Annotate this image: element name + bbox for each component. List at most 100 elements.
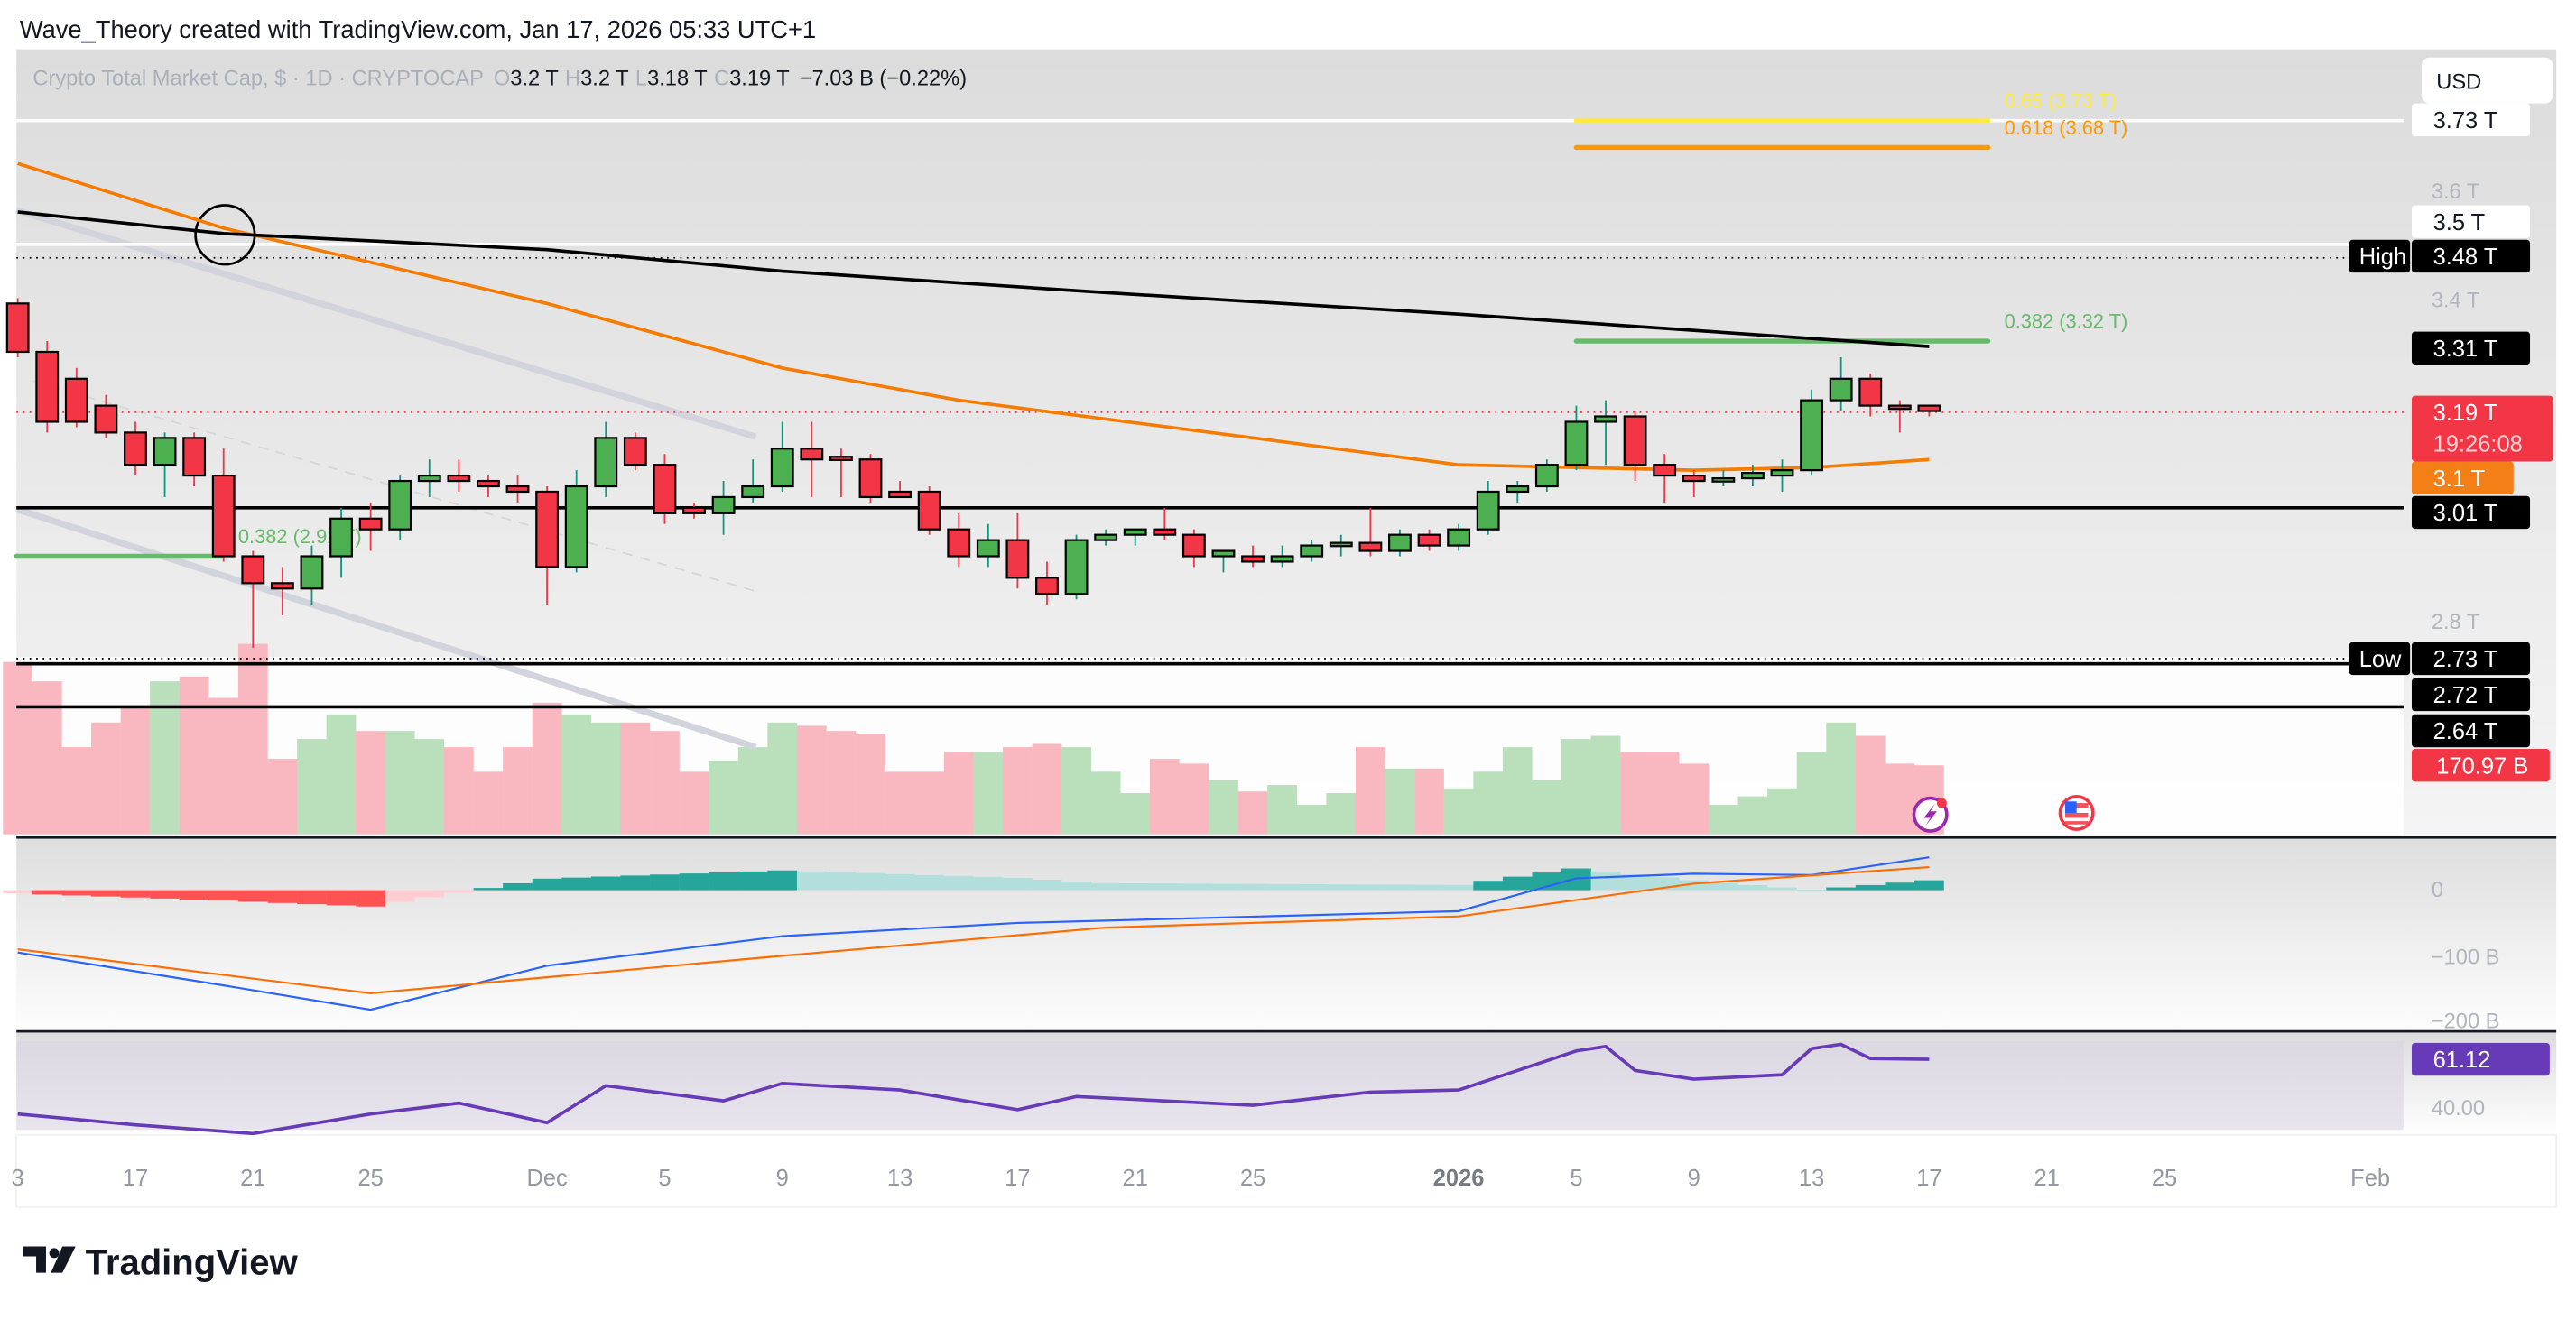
macd-axis-tick: 0 [2432, 879, 2443, 902]
volume-bar [1473, 771, 1504, 835]
volume-bar [414, 739, 445, 835]
macd-histogram-bar [1443, 884, 1474, 891]
candle-body [1829, 377, 1853, 402]
volume-bar [297, 739, 327, 835]
macd-histogram-bar [1209, 883, 1238, 891]
candle-body [1800, 399, 1824, 472]
price-label: 3.1 T [2433, 466, 2486, 492]
volume-bar [1708, 805, 1738, 835]
volume-bar [1620, 752, 1650, 835]
time-axis-tick: 17 [1916, 1166, 1941, 1191]
macd-histogram-bar [709, 872, 738, 891]
volume-bar [1590, 735, 1621, 835]
candle-body [477, 479, 500, 488]
macd-histogram-bar [208, 890, 239, 901]
macd-histogram-bar [1296, 883, 1327, 891]
tradingview-logo[interactable]: TradingView [23, 1242, 299, 1282]
time-axis-tick: Dec [526, 1166, 568, 1191]
price-label: 2.72 T [2433, 683, 2498, 708]
candle-body [241, 555, 265, 585]
volume-bar [208, 697, 239, 835]
volume-bar [1090, 771, 1121, 835]
macd-axis-tick: −200 B [2432, 1010, 2500, 1033]
candle-body [770, 448, 794, 488]
price-label: 2.64 T [2433, 719, 2498, 744]
candle-body [1534, 464, 1559, 488]
volume-bar [179, 676, 209, 835]
volume-bar [1679, 763, 1710, 835]
time-axis-tick: 17 [1005, 1166, 1030, 1191]
price-label: 3.01 T [2433, 501, 2498, 526]
time-axis-tick: 25 [1240, 1166, 1265, 1191]
candle-body [1270, 555, 1294, 563]
candle-body [1388, 533, 1412, 552]
lightning-icon[interactable] [1912, 796, 1949, 833]
svg-text:TradingView: TradingView [86, 1242, 299, 1282]
rsi-axis-tick: 40.00 [2432, 1097, 2485, 1121]
volume-bar [1443, 788, 1474, 835]
candle-body [653, 464, 677, 514]
currency-button[interactable]: USD [2421, 57, 2553, 104]
volume-bar [385, 731, 415, 835]
svg-text:Crypto Total Market Cap, $ · 1: Crypto Total Market Cap, $ · 1D · CRYPTO… [32, 68, 967, 91]
legend: Crypto Total Market Cap, $ · 1D · CRYPTO… [32, 68, 967, 91]
candle-body [711, 495, 736, 514]
price-tag-badge [2349, 642, 2411, 676]
volume-bar [650, 731, 680, 835]
volume-bar [267, 759, 298, 835]
candle-body [917, 490, 941, 531]
macd-histogram-bar [1414, 884, 1444, 891]
volume-bar [1120, 793, 1151, 835]
volume-bar [1267, 785, 1298, 835]
rsi-value-badge [2411, 1042, 2550, 1076]
volume-bar [561, 714, 592, 835]
macd-pane[interactable] [16, 839, 2557, 1032]
candle-body [388, 479, 412, 531]
candle-body [1211, 549, 1236, 558]
candle-body [182, 437, 207, 477]
volume-bar [1885, 763, 1915, 835]
legend-close: 3.19 T [729, 68, 790, 91]
trend-line [15, 207, 757, 440]
macd-histogram-bar [1120, 883, 1151, 891]
sma-line [17, 210, 1930, 348]
fib-level-label: 0.382 (3.32 T) [2005, 309, 2128, 332]
time-axis-tick: 17 [123, 1166, 148, 1191]
price-label-badge [2411, 678, 2531, 712]
macd-histogram-bar [267, 890, 298, 903]
volume-bar [826, 731, 857, 835]
candle-body [976, 539, 1000, 558]
macd-histogram-bar [1237, 883, 1268, 891]
svg-text:USD: USD [2436, 70, 2481, 94]
time-axis[interactable] [15, 1133, 2558, 1208]
macd-histogram-bar [385, 890, 415, 902]
macd-histogram-bar [1590, 871, 1621, 891]
volume-bar [796, 725, 827, 835]
candle-body [447, 474, 471, 483]
time-axis-labels: 3 17 21 25 Dec 5 9 13 17 21 25 2026 5 9 13 17 21 25 Feb [12, 1166, 2390, 1191]
candle-body [1181, 533, 1206, 558]
macd-histogram-bar [1267, 883, 1298, 891]
candle-body [5, 302, 30, 354]
macd-histogram-bar [1502, 876, 1533, 891]
volume-bar [1355, 747, 1385, 835]
macd-histogram-bar [150, 890, 180, 899]
macd-histogram-bar [179, 890, 209, 900]
candle-body [153, 437, 177, 466]
candle-body [35, 350, 60, 423]
candle-body [1005, 539, 1030, 579]
price-axis-tick: 3.6 T [2432, 180, 2479, 204]
volume-bar [1326, 793, 1357, 835]
price-tag-label: Low [2359, 647, 2402, 672]
candle-body [535, 490, 560, 568]
us-flag-icon[interactable] [2058, 794, 2095, 832]
volume-bar [679, 771, 709, 835]
volume-bar [1032, 743, 1062, 835]
candle-body [829, 456, 853, 461]
price-label: 2.73 T [2433, 647, 2498, 672]
macd-histogram-bar [679, 873, 709, 891]
macd-histogram-bar [1885, 882, 1915, 891]
volume-bar [590, 722, 621, 835]
volume-bar [973, 752, 1004, 835]
